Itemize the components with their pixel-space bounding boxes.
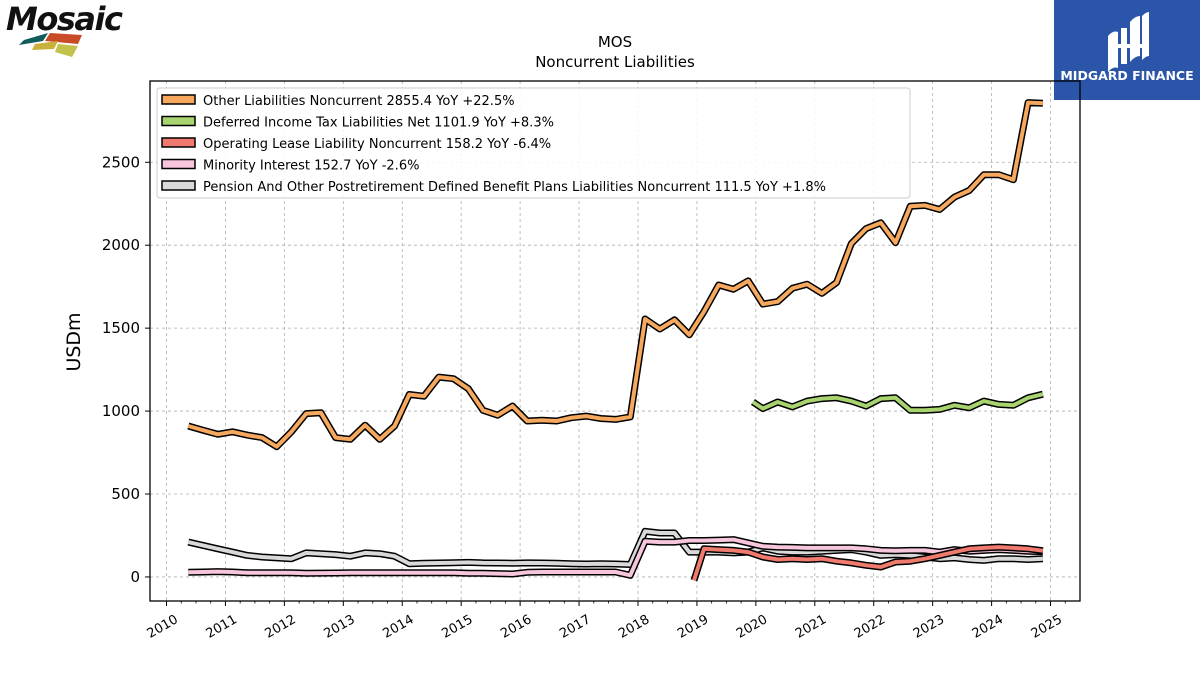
y-tick-label: 500: [111, 485, 140, 503]
x-tick-label: 2024: [970, 612, 1006, 642]
x-tick-label: 2018: [616, 612, 652, 642]
mosaic-logo: Mosaic: [6, 0, 124, 57]
y-axis-label: USDm: [63, 312, 85, 371]
legend-entry-label: Other Liabilities Noncurrent 2855.4 YoY …: [203, 94, 515, 109]
legend-swatch: [161, 94, 196, 105]
series-line: [751, 392, 1044, 413]
legend-entry-label: Minority Interest 152.7 YoY -2.6%: [203, 159, 419, 174]
chart-title: MOS: [598, 33, 632, 51]
series-2: [188, 536, 1043, 579]
x-tick-label: 2020: [734, 612, 770, 642]
axes: 2010 2011 2012 2013 2014 2015 2016 2017 2018 2019…: [102, 153, 1066, 642]
y-tick-label: 2500: [102, 153, 140, 171]
legend-swatch: [161, 115, 196, 127]
series-1: [187, 527, 1044, 568]
plot-frame: [149, 80, 1081, 602]
mosaic-logo-text: Mosaic: [6, 0, 123, 38]
x-tick-label: 2021: [793, 612, 829, 642]
y-tick-label: 1000: [102, 402, 140, 420]
series-4: [750, 390, 1044, 414]
x-tick-label: 2014: [380, 612, 416, 642]
series-line: [188, 537, 1043, 578]
y-tick-label: 1500: [102, 319, 140, 337]
x-tick-label: 2016: [498, 612, 534, 642]
series-group: [187, 99, 1044, 582]
x-tick-label: 2015: [439, 612, 475, 642]
legend-entry-label: Pension And Other Postretirement Defined…: [203, 180, 826, 195]
midgard-emblem-icon: [1108, 12, 1149, 72]
x-tick-label: 2025: [1029, 612, 1065, 642]
legend-box: [156, 87, 911, 199]
legend-swatch: [161, 180, 196, 191]
series-line: [692, 545, 1044, 581]
y-tick-label: 2000: [102, 236, 140, 254]
series-line: [187, 529, 1044, 567]
legend-entry-label: Operating Lease Liability Noncurrent 158…: [203, 137, 551, 152]
legend-entry-label: Deferred Income Tax Liabilities Net 1101…: [203, 116, 554, 131]
legend: Other Liabilities Noncurrent 2855.4 YoY …: [156, 87, 911, 199]
series-line: [187, 100, 1043, 449]
midgard-logo-text: MIDGARD FINANCE: [1060, 68, 1193, 83]
x-tick-label: 2011: [204, 612, 240, 642]
mosaic-tile-lime: [55, 44, 78, 57]
x-tick-label: 2013: [321, 612, 357, 642]
series-3: [690, 543, 1044, 582]
x-tick-label: 2023: [911, 612, 947, 642]
legend-swatch: [161, 137, 196, 148]
mosaic-tile-red: [45, 33, 82, 44]
y-tick-label: 0: [130, 568, 140, 586]
mosaic-tile-gold: [32, 41, 58, 50]
x-tick-label: 2022: [852, 612, 888, 642]
chart-subtitle: Noncurrent Liabilities: [535, 53, 695, 71]
x-tick-label: 2019: [675, 612, 711, 642]
mosaic-tile-teal: [19, 33, 48, 45]
legend-swatch: [161, 158, 196, 170]
midgard-logo: MIDGARD FINANCE: [1054, 0, 1200, 100]
x-tick-label: 2017: [557, 612, 593, 642]
x-tick-label: 2012: [263, 612, 299, 642]
series-5: [187, 99, 1044, 451]
x-tick-label: 2010: [145, 612, 181, 642]
